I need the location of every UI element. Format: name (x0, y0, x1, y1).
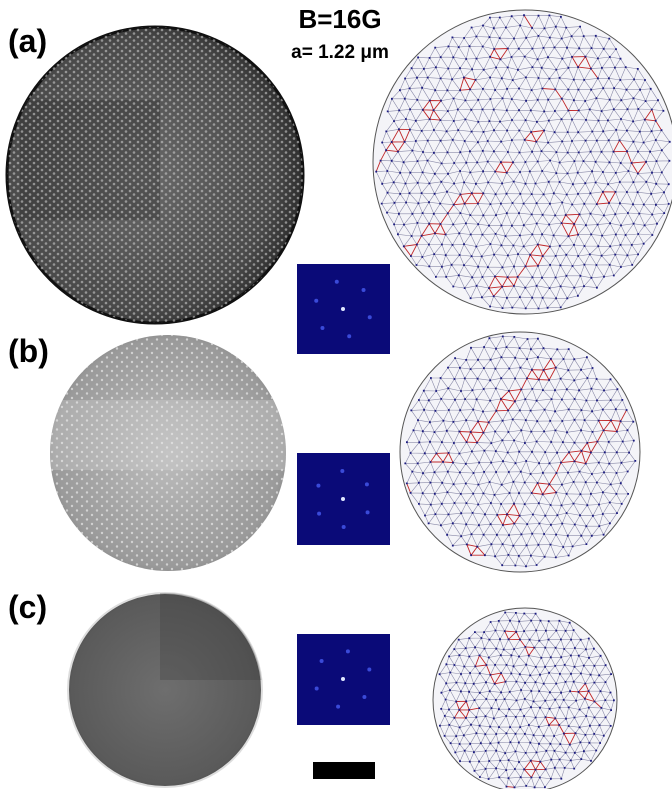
fft-spot (342, 525, 346, 529)
panel-label: (a) (8, 23, 47, 59)
fft-spot (367, 667, 371, 671)
fft-peak (341, 497, 345, 501)
triangulations (373, 10, 672, 789)
fft-spot (314, 299, 318, 303)
scale-bar (313, 762, 375, 779)
fft-spot (320, 659, 324, 663)
fft-peak (341, 677, 345, 681)
fft-spot (315, 687, 319, 691)
figure: (a) (b) (c) B=16G a= 1.22 μm (0, 0, 672, 789)
panel-label: (c) (8, 589, 47, 625)
fft-spot (362, 288, 366, 292)
fft-spot (336, 705, 340, 709)
lattice-constant: a= 1.22 μm (291, 42, 389, 63)
fft-spot (362, 695, 366, 699)
fft-spot (316, 484, 320, 488)
fft-panels (297, 264, 390, 725)
fft-spot (347, 334, 351, 338)
fft-spot (365, 482, 369, 486)
fft-spot (335, 280, 339, 284)
fft-spot (366, 510, 370, 514)
fft-spot (340, 469, 344, 473)
fft-spot (346, 649, 350, 653)
fft-peak (341, 307, 345, 311)
panel-label: (b) (8, 333, 49, 369)
micrograph (68, 590, 270, 787)
fft-spot (320, 326, 324, 330)
micrograph (40, 330, 300, 580)
fft-spot (317, 512, 321, 516)
fft-spot (368, 315, 372, 319)
micrograph (0, 0, 320, 340)
field-title: B=16G (298, 4, 381, 34)
